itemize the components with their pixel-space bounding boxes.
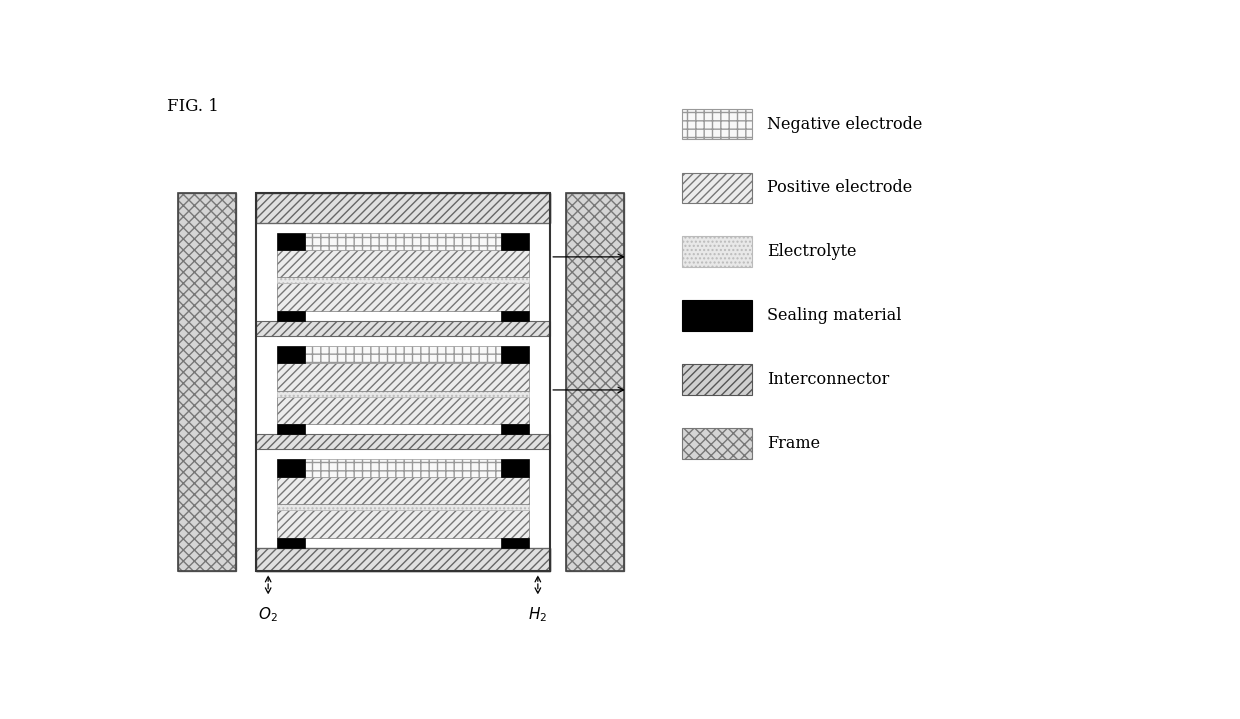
Bar: [278, 504, 528, 510]
Bar: [278, 477, 528, 504]
Bar: [255, 193, 551, 571]
Bar: [501, 538, 528, 547]
Bar: [255, 547, 551, 571]
Bar: [682, 173, 751, 203]
Text: Negative electrode: Negative electrode: [768, 116, 923, 132]
Bar: [255, 336, 551, 434]
Bar: [501, 346, 528, 363]
Bar: [278, 249, 528, 277]
Bar: [278, 232, 305, 249]
Bar: [278, 363, 528, 390]
Bar: [255, 193, 551, 571]
Bar: [682, 428, 751, 459]
Bar: [278, 311, 305, 321]
Bar: [278, 346, 305, 363]
Bar: [305, 459, 501, 477]
Bar: [255, 193, 551, 223]
Bar: [179, 193, 237, 571]
Bar: [565, 193, 624, 571]
Bar: [682, 365, 751, 395]
Bar: [305, 346, 501, 363]
Bar: [682, 301, 751, 331]
Bar: [278, 424, 305, 434]
Bar: [255, 434, 551, 449]
Bar: [278, 397, 528, 424]
Text: Frame: Frame: [768, 435, 821, 452]
Bar: [501, 311, 528, 321]
Bar: [682, 237, 751, 267]
Bar: [278, 277, 528, 283]
Bar: [278, 538, 305, 547]
Text: $H_2$: $H_2$: [528, 605, 547, 624]
Bar: [565, 193, 624, 571]
Bar: [278, 459, 305, 477]
Bar: [278, 283, 528, 311]
Bar: [255, 547, 551, 571]
Text: $O_2$: $O_2$: [258, 605, 278, 624]
Bar: [179, 193, 237, 571]
Bar: [305, 232, 501, 249]
Bar: [278, 510, 528, 538]
Bar: [255, 449, 551, 547]
Bar: [501, 459, 528, 477]
Bar: [255, 321, 551, 336]
Bar: [682, 109, 751, 139]
Text: Electrolyte: Electrolyte: [768, 243, 857, 260]
Text: FIG. 1: FIG. 1: [166, 98, 218, 115]
Bar: [255, 223, 551, 321]
Bar: [278, 390, 528, 397]
Bar: [255, 193, 551, 223]
Text: Interconnector: Interconnector: [768, 371, 889, 388]
Bar: [501, 424, 528, 434]
Text: Sealing material: Sealing material: [768, 307, 901, 324]
Bar: [501, 232, 528, 249]
Text: Positive electrode: Positive electrode: [768, 180, 913, 196]
